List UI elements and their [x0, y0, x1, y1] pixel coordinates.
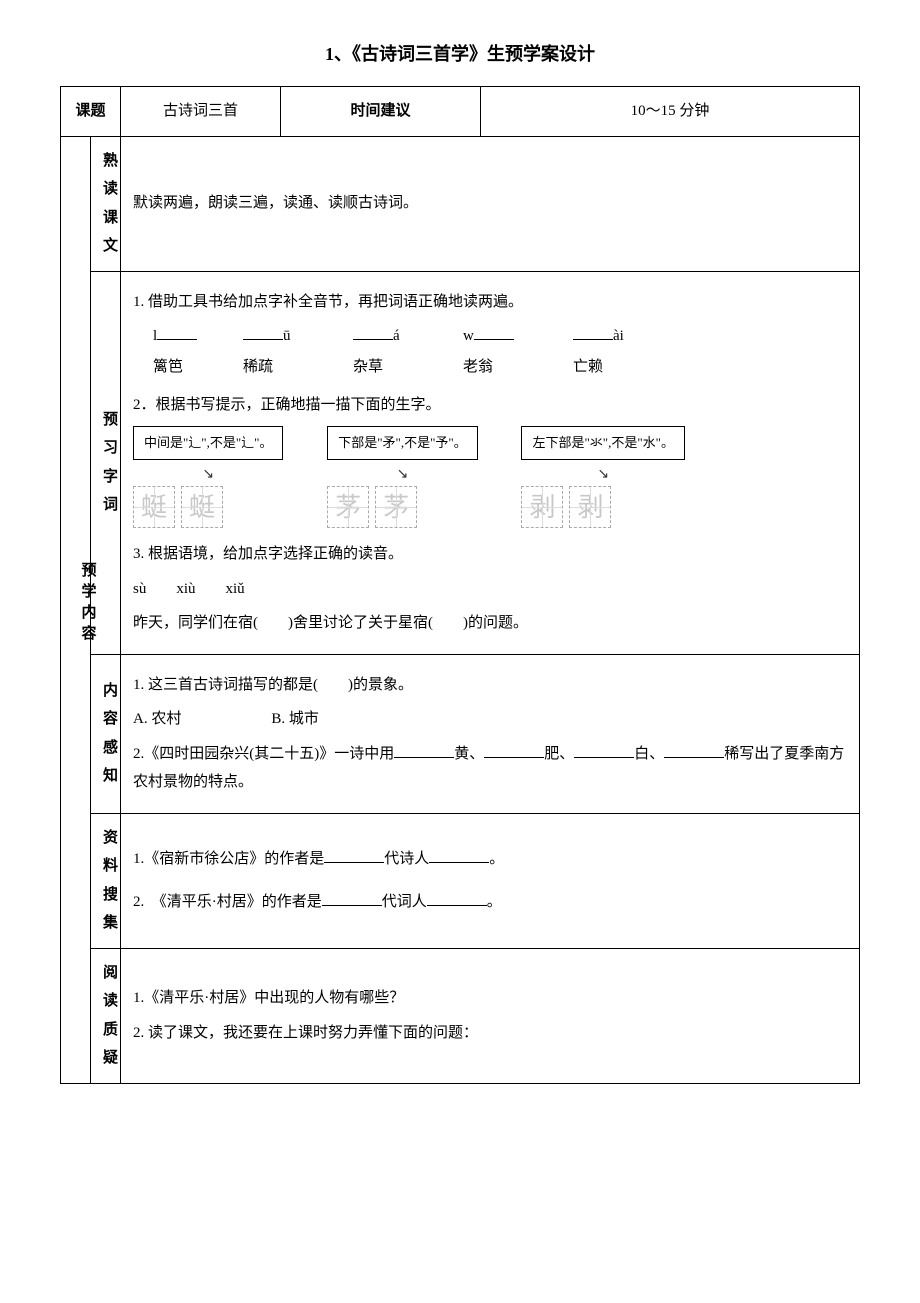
char-boxes-1: 茅 茅 — [327, 486, 477, 528]
question-q1: 1.《清平乐·村居》中出现的人物有哪些？ — [133, 984, 847, 1013]
char-boxes-0: 蜓 蜓 — [133, 486, 283, 528]
blank[interactable] — [324, 848, 384, 863]
blank[interactable] — [353, 325, 393, 340]
trace-char[interactable]: 剥 — [521, 486, 563, 528]
trace-char[interactable]: 茅 — [327, 486, 369, 528]
row-words: 预习字词 1. 借助工具书给加点字补全音节，再把词语正确地读两遍。 l ū á … — [61, 271, 860, 654]
blank[interactable] — [243, 325, 283, 340]
blank[interactable] — [394, 743, 454, 758]
pinyin-4: ài — [613, 322, 624, 351]
time-value: 10～15 分钟 — [481, 87, 860, 137]
words-q3-pinyins: sù xiù xiǔ — [133, 575, 847, 604]
blank[interactable] — [664, 743, 724, 758]
words-q1-intro: 1. 借助工具书给加点字补全音节，再把词语正确地读两遍。 — [133, 288, 847, 317]
row-question: 阅读质疑 1.《清平乐·村居》中出现的人物有哪些？ 2. 读了课文，我还要在上课… — [61, 948, 860, 1083]
topic-value: 古诗词三首 — [121, 87, 281, 137]
q1-part: 代诗人 — [384, 851, 429, 867]
blank[interactable] — [484, 743, 544, 758]
tip-group-2: 左下部是"氺",不是"水"。 ↘ 剥 剥 — [521, 426, 684, 529]
blank[interactable] — [322, 891, 382, 906]
word-2: 杂草 — [353, 353, 463, 382]
words-q3-sentence: 昨天，同学们在宿( )舍里讨论了关于星宿( )的问题。 — [133, 609, 847, 638]
blank[interactable] — [429, 848, 489, 863]
read-label: 熟读课文 — [91, 136, 121, 271]
q2-part: 2.《四时田园杂兴(其二十五)》一诗中用 — [133, 746, 394, 762]
topic-label: 课题 — [61, 87, 121, 137]
q1-part: 1.《宿新市徐公店》的作者是 — [133, 851, 324, 867]
blank[interactable] — [574, 743, 634, 758]
tip-box-0: 中间是"辶",不是"辶"。 — [133, 426, 283, 461]
row-source: 资料搜集 1.《宿新市徐公店》的作者是代诗人。 2. 《清平乐·村居》的作者是代… — [61, 813, 860, 948]
q2-part: 黄、 — [454, 746, 484, 762]
content-q2: 2.《四时田园杂兴(其二十五)》一诗中用黄、肥、白、稀写出了夏季南方农村景物的特… — [133, 740, 847, 797]
source-body: 1.《宿新市徐公店》的作者是代诗人。 2. 《清平乐·村居》的作者是代词人。 — [121, 813, 860, 948]
question-q2: 2. 读了课文，我还要在上课时努力弄懂下面的问题： — [133, 1019, 847, 1048]
content-label: 内容感知 — [91, 654, 121, 813]
pinyin-3: w — [463, 322, 474, 351]
side-label: 预学内容 — [73, 562, 102, 646]
trace-char[interactable]: 蜓 — [133, 486, 175, 528]
tip-group-1: 下部是"矛",不是"予"。 ↘ 茅 茅 — [327, 426, 477, 529]
tip-box-1: 下部是"矛",不是"予"。 — [327, 426, 477, 461]
words-content: 1. 借助工具书给加点字补全音节，再把词语正确地读两遍。 l ū á w ài … — [121, 271, 860, 654]
trace-char[interactable]: 蜓 — [181, 486, 223, 528]
side-label-cell: 预学内容 — [61, 136, 91, 1083]
char-boxes-2: 剥 剥 — [521, 486, 684, 528]
content-q1: 1. 这三首古诗词描写的都是( )的景象。 — [133, 671, 847, 700]
page-title: 1、《古诗词三首学》生预学案设计 — [60, 40, 860, 66]
content-body: 1. 这三首古诗词描写的都是( )的景象。 A. 农村 B. 城市 2.《四时田… — [121, 654, 860, 813]
source-q2: 2. 《清平乐·村居》的作者是 代词人 。 — [133, 888, 847, 917]
row-content: 内容感知 1. 这三首古诗词描写的都是( )的景象。 A. 农村 B. 城市 2… — [61, 654, 860, 813]
row-read: 预学内容 熟读课文 默读两遍，朗读三遍，读通、读顺古诗词。 — [61, 136, 860, 271]
worksheet-table: 课题 古诗词三首 时间建议 10～15 分钟 预学内容 熟读课文 默读两遍，朗读… — [60, 86, 860, 1084]
blank[interactable] — [573, 325, 613, 340]
content-q1-opts: A. 农村 B. 城市 — [133, 705, 847, 734]
word-4: 亡赖 — [573, 353, 673, 382]
question-label: 阅读质疑 — [91, 948, 121, 1083]
pinyin-row: l ū á w ài — [133, 322, 847, 351]
source-label: 资料搜集 — [91, 813, 121, 948]
question-body: 1.《清平乐·村居》中出现的人物有哪些？ 2. 读了课文，我还要在上课时努力弄懂… — [121, 948, 860, 1083]
trace-char[interactable]: 茅 — [375, 486, 417, 528]
tip-box-2: 左下部是"氺",不是"水"。 — [521, 426, 684, 461]
blank[interactable] — [427, 891, 487, 906]
word-0: 篱笆 — [153, 353, 243, 382]
q2-part: 肥、 — [544, 746, 574, 762]
header-row: 课题 古诗词三首 时间建议 10～15 分钟 — [61, 87, 860, 137]
pinyin-2: á — [393, 322, 400, 351]
q2-part: 2. 《清平乐·村居》的作者是 — [133, 894, 322, 910]
trace-char[interactable]: 剥 — [569, 486, 611, 528]
word-row: 篱笆 稀疏 杂草 老翁 亡赖 — [133, 353, 847, 382]
words-q3-intro: 3. 根据语境，给加点字选择正确的读音。 — [133, 540, 847, 569]
time-label: 时间建议 — [281, 87, 481, 137]
pinyin-1: ū — [283, 322, 291, 351]
word-1: 稀疏 — [243, 353, 353, 382]
blank[interactable] — [157, 325, 197, 340]
q2-part: 。 — [487, 894, 502, 910]
q2-part: 代词人 — [382, 894, 427, 910]
read-text: 默读两遍，朗读三遍，读通、读顺古诗词。 — [121, 136, 860, 271]
q2-part: 白、 — [634, 746, 664, 762]
blank[interactable] — [474, 325, 514, 340]
q1-part: 。 — [489, 851, 504, 867]
tip-group-0: 中间是"辶",不是"辶"。 ↘ 蜓 蜓 — [133, 426, 283, 529]
word-3: 老翁 — [463, 353, 573, 382]
arrow-icon: ↘ — [327, 468, 477, 482]
words-q2-intro: 2．根据书写提示，正确地描一描下面的生字。 — [133, 391, 847, 420]
tip-groups: 中间是"辶",不是"辶"。 ↘ 蜓 蜓 下部是"矛",不是"予"。 ↘ 茅 茅 — [133, 426, 847, 529]
arrow-icon: ↘ — [521, 468, 684, 482]
arrow-icon: ↘ — [133, 468, 283, 482]
source-q1: 1.《宿新市徐公店》的作者是 代诗人 。 — [133, 845, 847, 874]
